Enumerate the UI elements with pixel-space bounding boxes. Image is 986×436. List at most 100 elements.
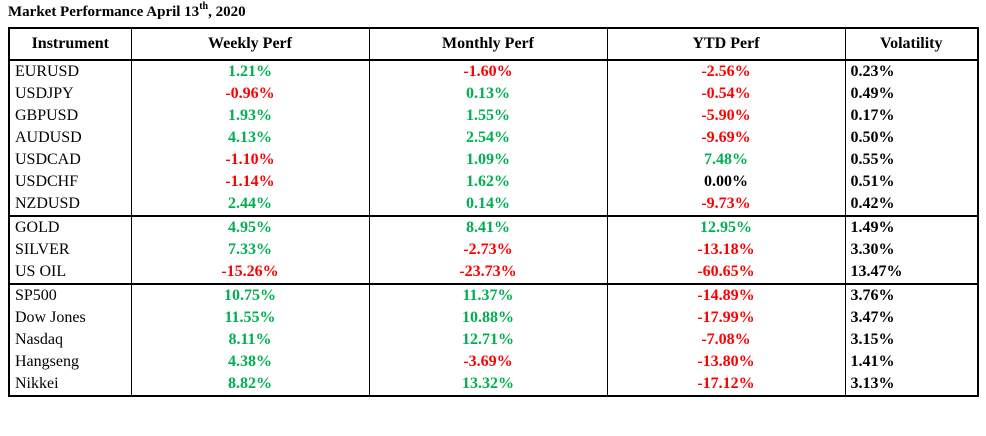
cell-instrument: US OIL <box>8 261 132 284</box>
cell-weekly-perf: 1.21% <box>130 60 370 83</box>
title-date-tail: , 2020 <box>208 4 246 20</box>
cell-instrument: Dow Jones <box>8 307 132 329</box>
cell-ytd-perf: -13.80% <box>606 351 846 373</box>
cell-weekly-perf: -15.26% <box>130 261 370 284</box>
column-header-weekly-perf: Weekly Perf <box>130 27 370 61</box>
cell-weekly-perf: 8.11% <box>130 329 370 351</box>
cell-weekly-perf: 7.33% <box>130 239 370 261</box>
cell-ytd-perf: 0.00% <box>606 171 846 193</box>
column-header-instrument: Instrument <box>8 27 132 61</box>
cell-instrument: USDCHF <box>8 171 132 193</box>
cell-weekly-perf: 11.55% <box>130 307 370 329</box>
column-header-ytd-perf: YTD Perf <box>606 27 846 61</box>
cell-volatility: 1.49% <box>844 215 979 239</box>
cell-monthly-perf: 13.32% <box>368 373 608 397</box>
cell-weekly-perf: 4.38% <box>130 351 370 373</box>
cell-volatility: 3.47% <box>844 307 979 329</box>
cell-volatility: 0.23% <box>844 60 979 83</box>
cell-ytd-perf: -0.54% <box>606 83 846 105</box>
title-superscript: th <box>199 1 209 12</box>
cell-monthly-perf: -2.73% <box>368 239 608 261</box>
page-title: Market Performance April 13th, 2020 <box>8 1 246 21</box>
cell-monthly-perf: 1.55% <box>368 105 608 127</box>
table-row: USDCHF -1.14% 1.62% 0.00% 0.51% <box>8 171 979 193</box>
cell-ytd-perf: -7.08% <box>606 329 846 351</box>
cell-ytd-perf: -17.99% <box>606 307 846 329</box>
title-main: Market Performance April 13 <box>8 4 200 20</box>
cell-ytd-perf: -14.89% <box>606 283 846 307</box>
cell-volatility: 3.30% <box>844 239 979 261</box>
cell-weekly-perf: 1.93% <box>130 105 370 127</box>
cell-volatility: 1.41% <box>844 351 979 373</box>
cell-instrument: GBPUSD <box>8 105 132 127</box>
table-row: SILVER 7.33% -2.73% -13.18% 3.30% <box>8 239 979 261</box>
cell-weekly-perf: 8.82% <box>130 373 370 397</box>
cell-ytd-perf: 7.48% <box>606 149 846 171</box>
cell-weekly-perf: 4.95% <box>130 215 370 239</box>
table-row: EURUSD 1.21% -1.60% -2.56% 0.23% <box>8 60 979 83</box>
cell-ytd-perf: -9.69% <box>606 127 846 149</box>
cell-volatility: 0.50% <box>844 127 979 149</box>
table-header: Instrument Weekly Perf Monthly Perf YTD … <box>8 27 979 61</box>
cell-ytd-perf: -2.56% <box>606 60 846 83</box>
cell-instrument: USDJPY <box>8 83 132 105</box>
cell-monthly-perf: -3.69% <box>368 351 608 373</box>
table-row: Dow Jones 11.55% 10.88% -17.99% 3.47% <box>8 307 979 329</box>
table-row: AUDUSD 4.13% 2.54% -9.69% 0.50% <box>8 127 979 149</box>
cell-weekly-perf: 10.75% <box>130 283 370 307</box>
table-body: EURUSD 1.21% -1.60% -2.56% 0.23% USDJPY -0.96%… <box>8 60 979 397</box>
cell-ytd-perf: 12.95% <box>606 215 846 239</box>
table-row: NZDUSD 2.44% 0.14% -9.73% 0.42% <box>8 193 979 216</box>
table-row: GOLD 4.95% 8.41% 12.95% 1.49% <box>8 215 979 239</box>
cell-monthly-perf: 1.62% <box>368 171 608 193</box>
cell-monthly-perf: 8.41% <box>368 215 608 239</box>
cell-instrument: AUDUSD <box>8 127 132 149</box>
table-row: Hangseng 4.38% -3.69% -13.80% 1.41% <box>8 351 979 373</box>
cell-instrument: Hangseng <box>8 351 132 373</box>
cell-weekly-perf: -1.14% <box>130 171 370 193</box>
column-header-volatility: Volatility <box>844 27 979 61</box>
cell-ytd-perf: -13.18% <box>606 239 846 261</box>
cell-volatility: 0.42% <box>844 193 979 216</box>
cell-monthly-perf: 11.37% <box>368 283 608 307</box>
cell-monthly-perf: 1.09% <box>368 149 608 171</box>
cell-ytd-perf: -5.90% <box>606 105 846 127</box>
cell-instrument: Nasdaq <box>8 329 132 351</box>
table-row: USDJPY -0.96% 0.13% -0.54% 0.49% <box>8 83 979 105</box>
cell-ytd-perf: -60.65% <box>606 261 846 284</box>
table-row: Nikkei 8.82% 13.32% -17.12% 3.13% <box>8 373 979 397</box>
column-header-monthly-perf: Monthly Perf <box>368 27 608 61</box>
cell-monthly-perf: -1.60% <box>368 60 608 83</box>
market-performance-table: Instrument Weekly Perf Monthly Perf YTD … <box>8 27 979 397</box>
cell-instrument: Nikkei <box>8 373 132 397</box>
cell-volatility: 3.13% <box>844 373 979 397</box>
cell-instrument: USDCAD <box>8 149 132 171</box>
table-row: GBPUSD 1.93% 1.55% -5.90% 0.17% <box>8 105 979 127</box>
cell-monthly-perf: 2.54% <box>368 127 608 149</box>
cell-monthly-perf: 0.13% <box>368 83 608 105</box>
cell-volatility: 0.17% <box>844 105 979 127</box>
table-row: Nasdaq 8.11% 12.71% -7.08% 3.15% <box>8 329 979 351</box>
cell-monthly-perf: 0.14% <box>368 193 608 216</box>
cell-weekly-perf: 4.13% <box>130 127 370 149</box>
table-row: USDCAD -1.10% 1.09% 7.48% 0.55% <box>8 149 979 171</box>
cell-monthly-perf: 12.71% <box>368 329 608 351</box>
cell-ytd-perf: -9.73% <box>606 193 846 216</box>
cell-volatility: 3.76% <box>844 283 979 307</box>
header-row: Instrument Weekly Perf Monthly Perf YTD … <box>8 27 979 61</box>
cell-instrument: GOLD <box>8 215 132 239</box>
cell-weekly-perf: 2.44% <box>130 193 370 216</box>
cell-volatility: 3.15% <box>844 329 979 351</box>
table-row: SP500 10.75% 11.37% -14.89% 3.76% <box>8 283 979 307</box>
cell-volatility: 0.49% <box>844 83 979 105</box>
cell-instrument: SILVER <box>8 239 132 261</box>
cell-instrument: SP500 <box>8 283 132 307</box>
cell-instrument: EURUSD <box>8 60 132 83</box>
cell-instrument: NZDUSD <box>8 193 132 216</box>
cell-weekly-perf: -1.10% <box>130 149 370 171</box>
cell-weekly-perf: -0.96% <box>130 83 370 105</box>
table-row: US OIL -15.26% -23.73% -60.65% 13.47% <box>8 261 979 284</box>
cell-monthly-perf: 10.88% <box>368 307 608 329</box>
cell-ytd-perf: -17.12% <box>606 373 846 397</box>
cell-volatility: 0.51% <box>844 171 979 193</box>
